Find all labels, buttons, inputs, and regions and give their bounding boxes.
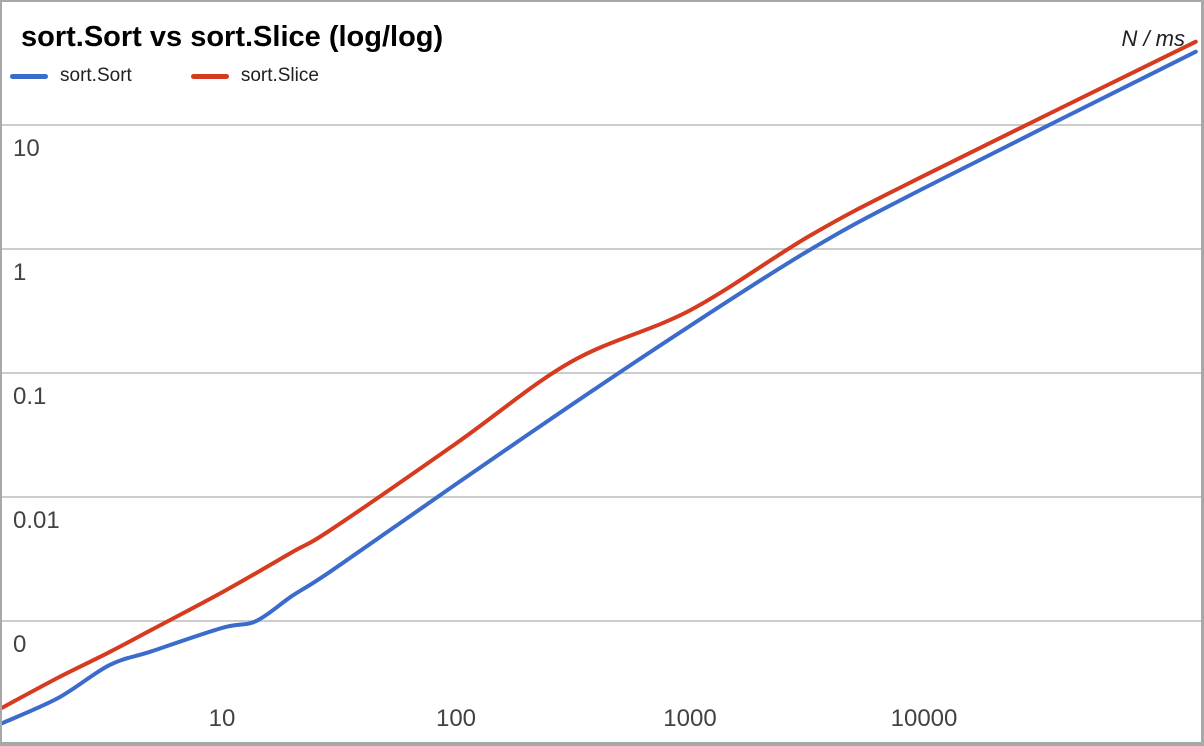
series-line-sort-slice [0, 39, 1198, 710]
series-line-sort-sort [0, 49, 1198, 726]
y-tick-label: 1 [13, 259, 26, 286]
y-tick-label: 0.1 [13, 383, 46, 410]
y-tick-label: 0.01 [13, 507, 60, 534]
y-axis-unit-label: N / ms [1121, 26, 1185, 51]
x-tick-label: 1000 [663, 705, 716, 732]
legend-item-sort-sort: sort.Sort [10, 64, 132, 88]
chart-title: sort.Sort vs sort.Slice (log/log) [21, 21, 444, 53]
x-tick-label: 10000 [891, 705, 958, 732]
legend-label-sort-slice: sort.Slice [240, 65, 319, 86]
x-tick-label: 100 [436, 705, 476, 732]
y-tick-label: 10 [13, 135, 40, 162]
legend-swatch-sort-slice [190, 73, 229, 79]
legend-item-sort-slice: sort.Slice [190, 64, 319, 88]
y-tick-label: 0 [13, 631, 26, 658]
legend-swatch-sort-sort [10, 73, 48, 79]
legend-label-sort-sort: sort.Sort [60, 65, 132, 86]
legend: sort.Sort sort.Slice [10, 64, 319, 88]
x-tick-label: 10 [209, 705, 236, 732]
